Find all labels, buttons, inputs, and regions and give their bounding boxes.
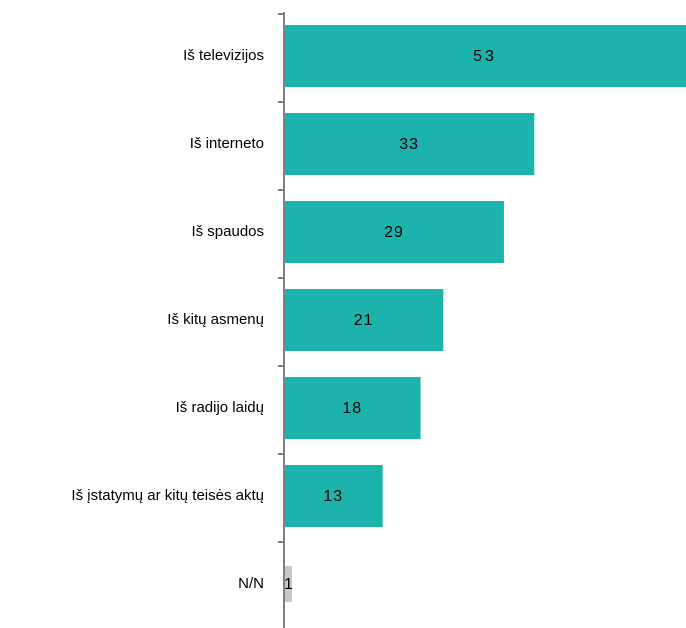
- bar: [284, 25, 686, 87]
- bar: [284, 289, 444, 351]
- category-label: N/N: [238, 575, 264, 592]
- data-label: 13: [323, 488, 343, 505]
- data-label: 53: [473, 48, 497, 65]
- category-label: Iš interneto: [190, 135, 264, 152]
- axis-layer: [278, 12, 285, 628]
- bar: [284, 465, 383, 527]
- data-label: 29: [384, 224, 404, 241]
- bar: [284, 113, 535, 175]
- data-label: 33: [399, 136, 419, 153]
- bars-layer: [284, 25, 686, 602]
- bar: [284, 377, 421, 439]
- category-label: Iš spaudos: [191, 223, 264, 240]
- bar: [284, 566, 292, 602]
- category-label: Iš radijo laidų: [176, 399, 264, 416]
- category-label: Iš kitų asmenų: [167, 311, 264, 328]
- data-label: 21: [354, 312, 374, 329]
- category-label: Iš įstatymų ar kitų teisės aktų: [71, 487, 264, 504]
- data-label: 1: [284, 576, 294, 593]
- data-label: 18: [342, 400, 362, 417]
- bar: [284, 201, 504, 263]
- category-label: Iš televizijos: [183, 47, 264, 64]
- labels-layer: Iš televizijos 53 Iš interneto 33 Iš spaudos…: [71, 47, 497, 593]
